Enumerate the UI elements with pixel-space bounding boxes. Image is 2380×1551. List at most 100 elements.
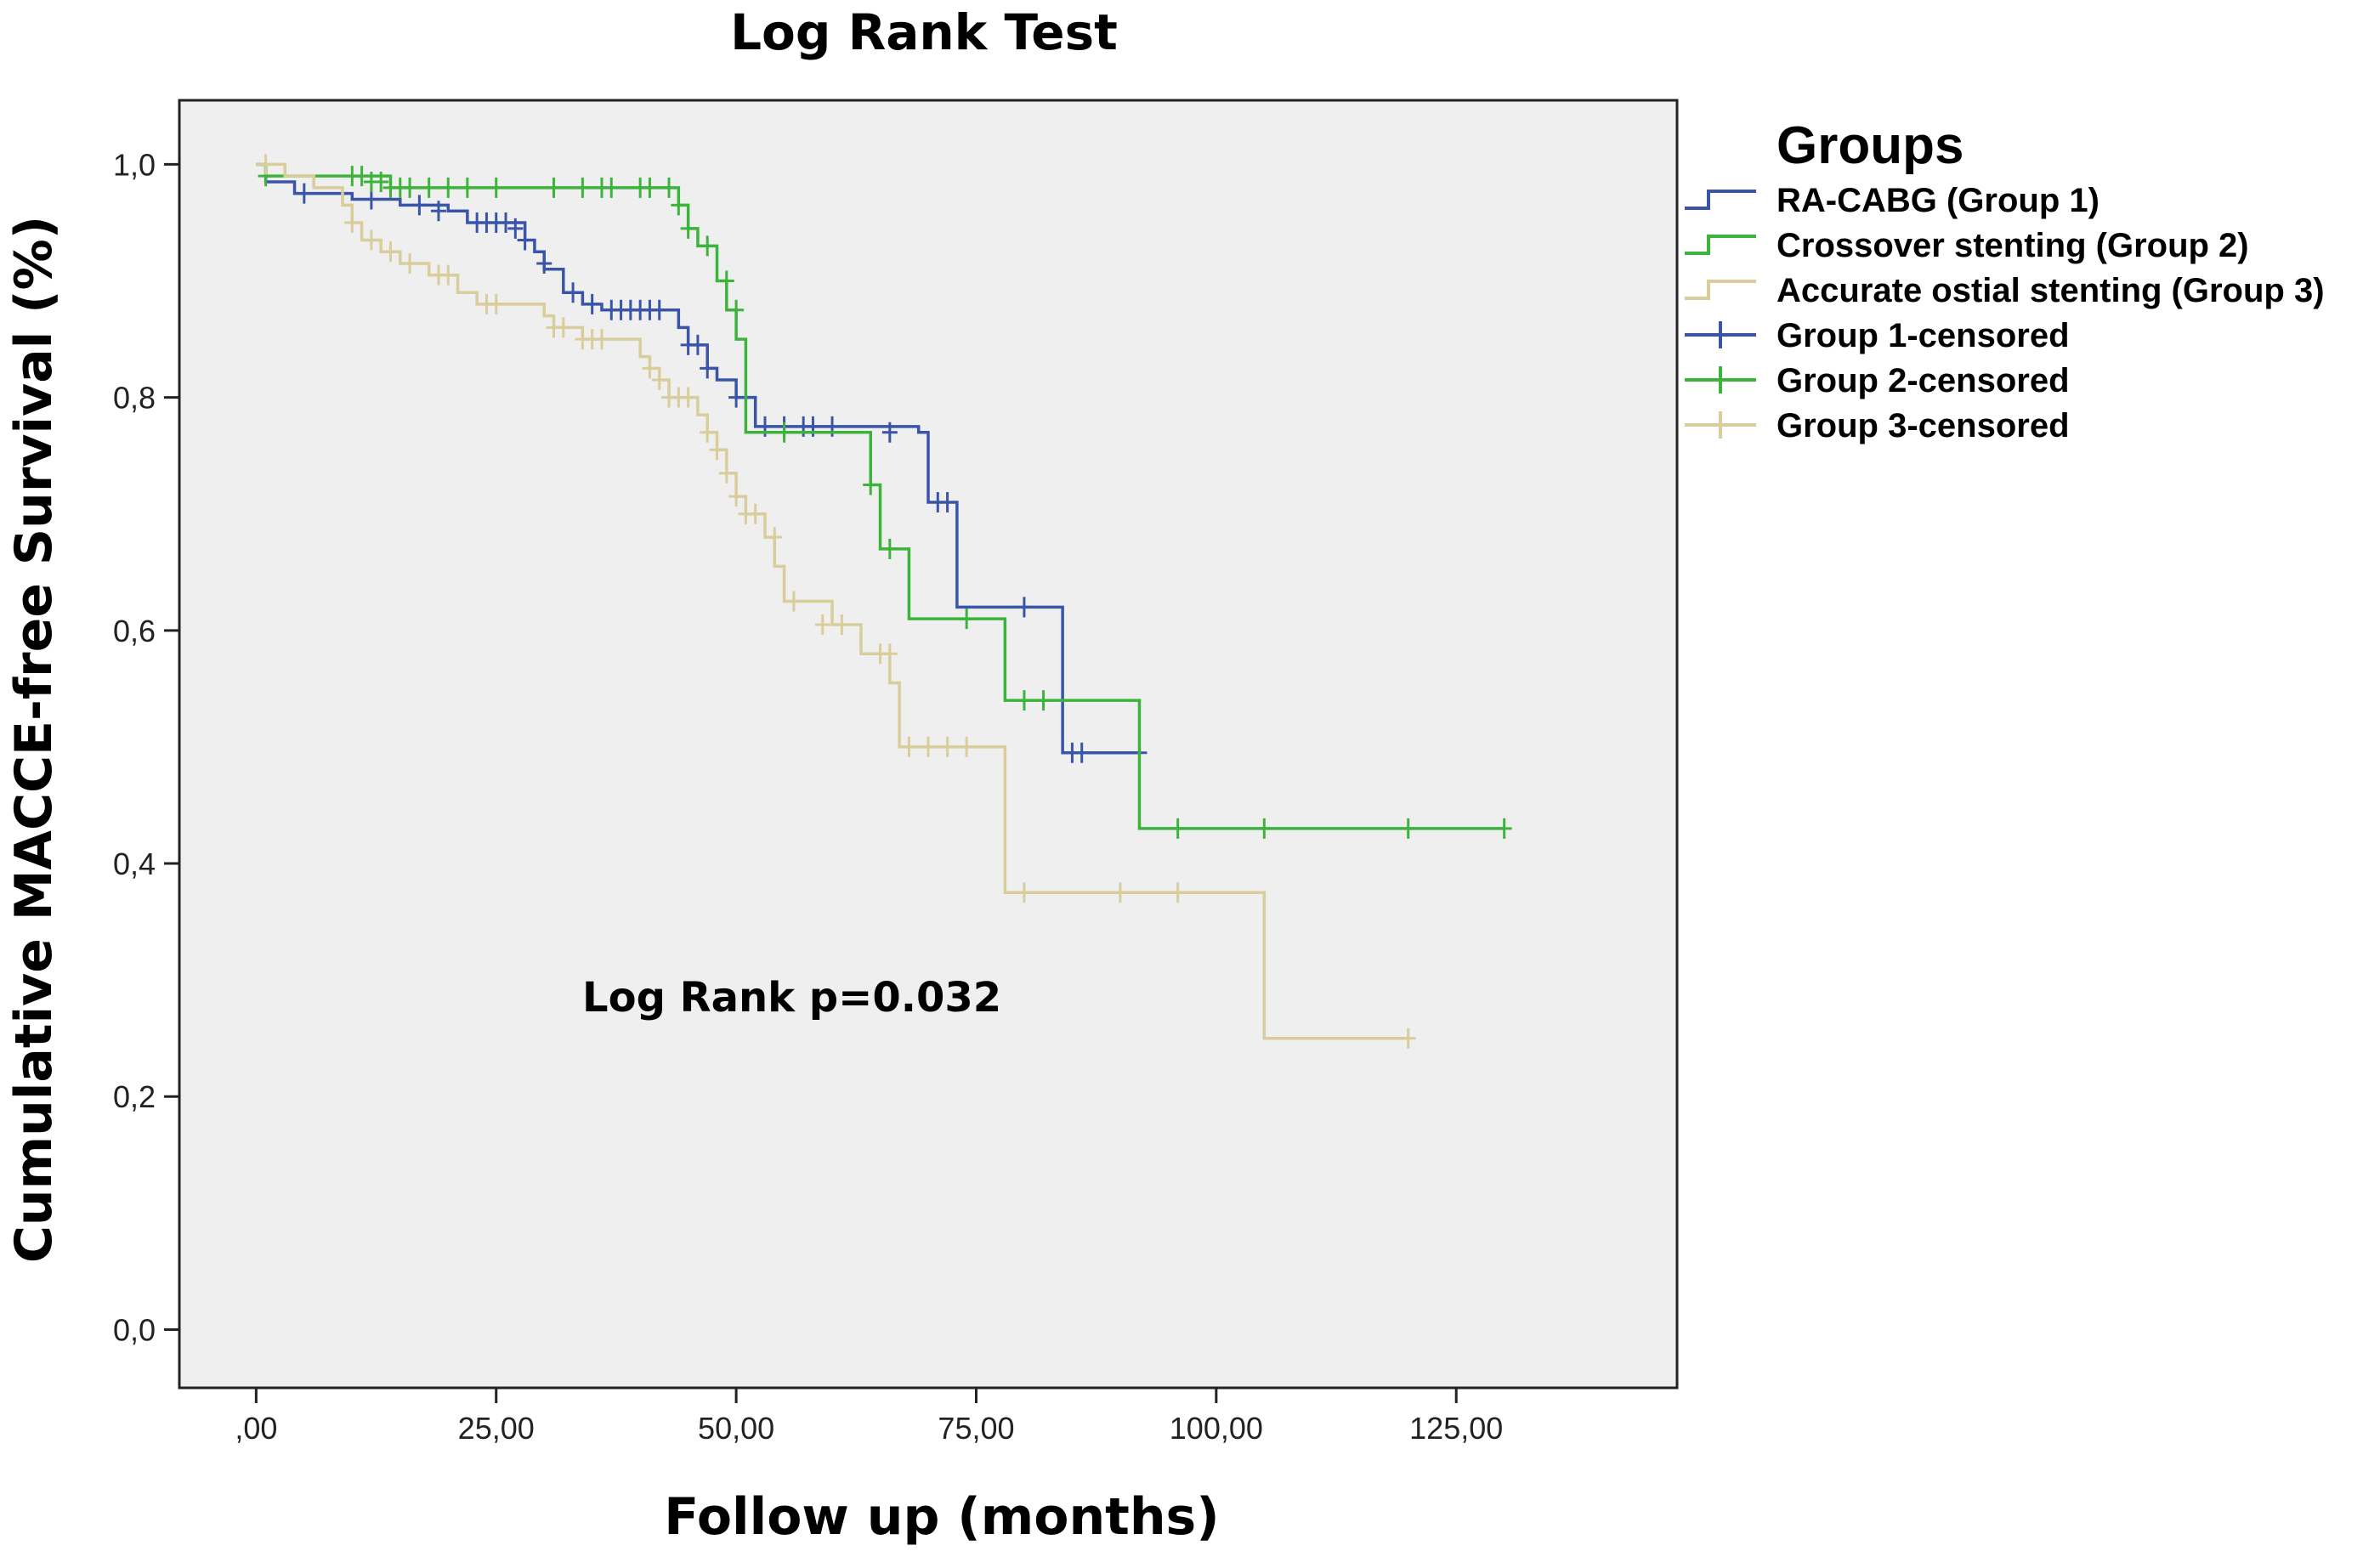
y-axis-label: Cumulative MACCE-free Survival (%) [4, 216, 64, 1263]
censor-mark [459, 177, 475, 198]
censor-mark [440, 264, 456, 286]
censor-mark [402, 177, 418, 198]
legend: Groups RA-CABG (Group 1) Crossover stenti… [1685, 116, 2325, 444]
censor-mark [363, 189, 379, 210]
censor-mark [901, 736, 917, 757]
legend-item: Group 1-censored [1685, 317, 2070, 354]
censor-mark [517, 229, 533, 251]
legend-label: Crossover stenting (Group 2) [1776, 227, 2249, 264]
censor-mark [939, 492, 955, 513]
censor-mark [700, 358, 716, 379]
censor-mark [344, 212, 360, 233]
censor-mark [689, 334, 706, 355]
censor-mark [671, 195, 687, 216]
y-tick-label: 0,4 [113, 846, 156, 881]
y-tick-label: 0,6 [113, 614, 156, 648]
censor-mark [1074, 742, 1090, 763]
x-axis: ,00 25,00 50,00 75,00 100,00 125,00 [235, 1388, 1503, 1446]
censor-mark [939, 736, 955, 757]
censor-mark [507, 218, 524, 239]
legend-label: Group 3-censored [1776, 407, 2070, 444]
censor-mark [536, 252, 552, 274]
y-tick-label: 0,2 [113, 1079, 156, 1114]
censor-mark [814, 614, 830, 635]
y-tick-label: 0,0 [113, 1312, 156, 1347]
censor-mark [1170, 818, 1186, 839]
censor-mark [651, 299, 667, 320]
legend-label: Accurate ostial stenting (Group 3) [1776, 272, 2325, 309]
censor-mark [575, 177, 591, 198]
censor-mark [584, 293, 600, 314]
censor-mark [1400, 818, 1416, 839]
censor-mark [718, 270, 734, 292]
censor-mark [382, 241, 399, 263]
censor-mark [728, 486, 745, 507]
legend-items: RA-CABG (Group 1) Crossover stenting (Gro… [1685, 182, 2325, 444]
censor-mark [642, 177, 658, 198]
series-group [256, 162, 1512, 839]
censor-mark [1112, 882, 1128, 903]
censor-mark [747, 503, 763, 524]
censor-mark [728, 299, 745, 320]
censor-mark [604, 177, 620, 198]
x-tick-label: 75,00 [938, 1411, 1014, 1446]
legend-title: Groups [1776, 116, 1964, 175]
censor-mark [296, 183, 312, 204]
x-tick-label: 100,00 [1170, 1411, 1263, 1446]
censor-mark [651, 370, 667, 391]
log-rank-annotation: Log Rank p=0.032 [582, 974, 1001, 1022]
censor-mark [881, 538, 898, 559]
censor-mark [1035, 690, 1051, 711]
censor-mark [363, 229, 379, 251]
legend-item: Crossover stenting (Group 2) [1685, 227, 2249, 264]
censor-mark [700, 235, 716, 257]
legend-censor-swatch [1685, 411, 1756, 439]
y-tick-label: 0,8 [113, 381, 156, 416]
censor-mark [1256, 818, 1272, 839]
x-tick-label: 25,00 [458, 1411, 535, 1446]
censor-mark [440, 177, 456, 198]
censor-mark [565, 282, 581, 303]
legend-line-swatch [1685, 235, 1756, 255]
legend-item: Group 2-censored [1685, 362, 2070, 399]
censor-mark [881, 422, 898, 443]
x-tick-label: ,00 [235, 1411, 277, 1446]
censor-mark [767, 527, 783, 548]
censor-mark [959, 736, 975, 757]
censor-mark [863, 474, 879, 495]
x-axis-label: Follow up (months) [664, 1487, 1219, 1547]
censor-mark [402, 252, 418, 274]
censor-mark [421, 177, 437, 198]
censor-mark [709, 439, 725, 461]
censor-mark [785, 591, 802, 612]
legend-line-swatch [1685, 280, 1756, 300]
legend-label: RA-CABG (Group 1) [1776, 182, 2100, 219]
censor-mark [488, 293, 504, 314]
legend-item: RA-CABG (Group 1) [1685, 182, 2100, 219]
censor-mark [546, 177, 562, 198]
legend-censor-swatch [1685, 366, 1756, 393]
censor-mark [921, 736, 936, 757]
censor-mark [776, 422, 792, 443]
censor-mark [1016, 597, 1032, 618]
censor-mark [959, 609, 975, 630]
censor-mark [718, 462, 734, 484]
legend-censor-swatch [1685, 321, 1756, 348]
censor-mark [700, 422, 716, 443]
censor-mark [1170, 882, 1186, 903]
censor-mark [834, 614, 850, 635]
censor-mark [1400, 1027, 1416, 1049]
legend-line-swatch [1685, 190, 1756, 210]
y-tick-label: 1,0 [113, 147, 156, 182]
censor-mark [488, 177, 504, 198]
censor-mark [373, 171, 389, 192]
censor-mark [555, 317, 571, 338]
series-group [256, 154, 1416, 1049]
series-layer [256, 154, 1512, 1049]
chart-title: Log Rank Test [730, 3, 1118, 61]
censor-mark [661, 177, 677, 198]
censor-mark [881, 643, 898, 665]
x-tick-label: 50,00 [698, 1411, 774, 1446]
x-tick-label: 125,00 [1409, 1411, 1503, 1446]
